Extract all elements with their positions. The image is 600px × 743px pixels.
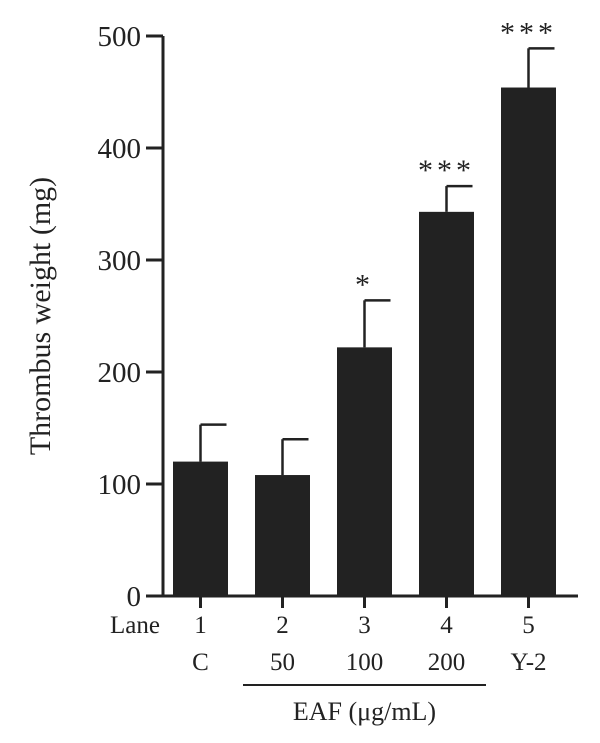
error-bars [199,47,555,476]
x-sub-label: 200 [428,649,466,676]
bar [337,347,392,596]
x-sub-label: 50 [270,649,295,676]
x-sub-label: C [192,649,209,676]
x-sub-label: 100 [346,649,384,676]
x-tick-label: 2 [276,612,289,639]
x-tick-label: 3 [358,612,371,639]
x-sub-label: Y-2 [510,649,546,676]
x-axis-ticks [199,596,530,608]
x-axis-sub-labels: C 50 100 200 Y-2 [192,649,546,676]
group-label: EAF (μg/mL) [293,697,436,726]
x-axis-tick-labels: 1 2 3 4 5 [194,612,535,639]
lane-row-label: Lane [110,612,160,639]
bars [173,87,556,597]
x-tick-label: 1 [194,612,207,639]
significance-marker: * [355,268,374,301]
y-tick-label: 300 [98,245,142,277]
y-axis-label: Thrombus weight (mg) [24,177,57,455]
bar [173,461,228,596]
x-tick-label: 4 [440,612,453,639]
bar [255,475,310,596]
y-tick-label: 400 [98,133,142,165]
significance-marker: *** [418,154,475,187]
x-tick-label: 5 [522,612,535,639]
y-axis-ticks: 0 100 200 300 400 500 [98,21,163,613]
significance-marker: *** [500,16,557,49]
y-tick-label: 0 [127,581,142,613]
y-tick-label: 500 [98,21,142,53]
y-tick-label: 200 [98,357,142,389]
bar [501,87,556,597]
bar [419,211,474,596]
significance-markers: ******* [355,16,557,301]
y-tick-label: 100 [98,469,142,501]
